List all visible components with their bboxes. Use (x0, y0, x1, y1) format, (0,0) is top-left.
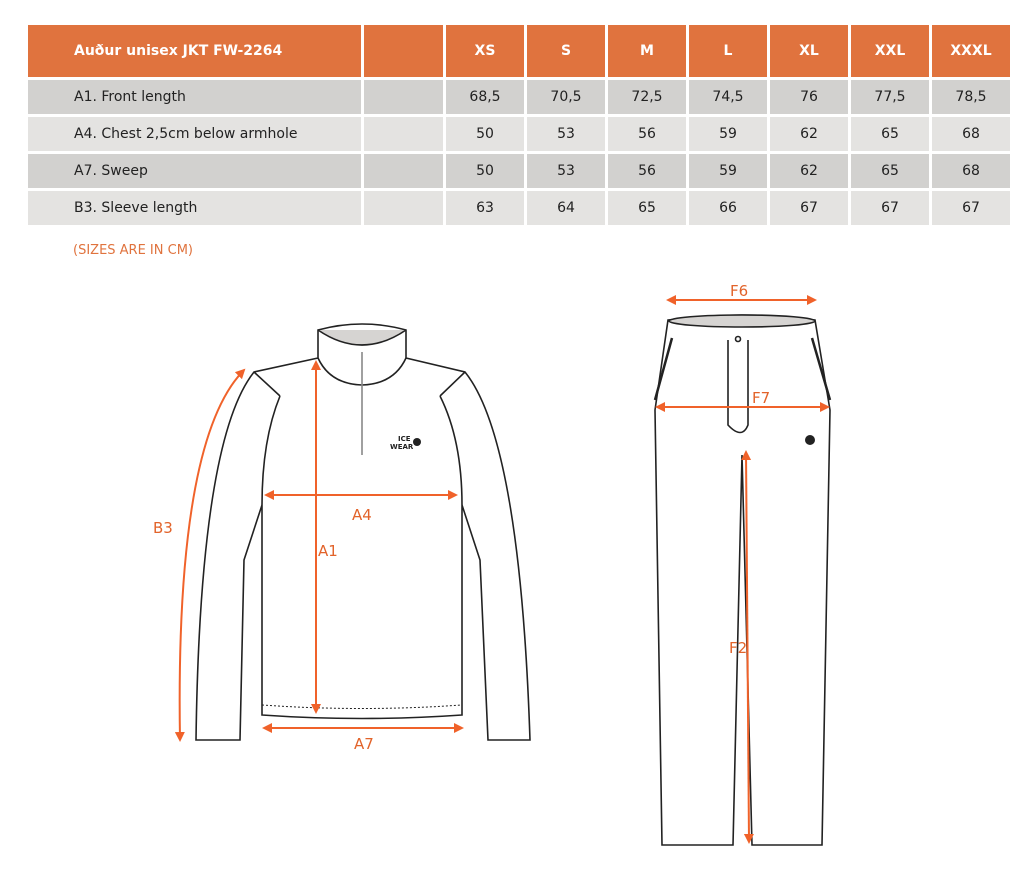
size-value-cell: 65 (608, 191, 686, 225)
b3-arrow (174, 368, 246, 742)
measurement-label: A4. Chest 2,5cm below armhole (28, 117, 361, 151)
product-title: Auður unisex JKT FW-2264 (28, 25, 361, 77)
size-value-cell: 70,5 (527, 80, 605, 114)
size-header: XXXL (932, 25, 1010, 77)
size-value-cell: 66 (689, 191, 767, 225)
measurement-label: B3. Sleeve length (28, 191, 361, 225)
size-value-cell: 72,5 (608, 80, 686, 114)
size-value-cell: 50 (446, 154, 524, 188)
size-value-cell: 62 (770, 154, 848, 188)
size-value-cell: 65 (851, 154, 929, 188)
measurement-label: A7. Sweep (28, 154, 361, 188)
blank-cell (364, 117, 443, 151)
size-value-cell: 53 (527, 154, 605, 188)
blank-cell (364, 191, 443, 225)
units-note: (SIZES ARE IN CM) (73, 243, 193, 258)
size-value-cell: 65 (851, 117, 929, 151)
table-row: A1. Front length 68,5 70,5 72,5 74,5 76 77,5 78… (28, 80, 1010, 114)
blank-cell (364, 154, 443, 188)
size-value-cell: 53 (527, 117, 605, 151)
size-value-cell: 62 (770, 117, 848, 151)
size-value-cell: 77,5 (851, 80, 929, 114)
pants-drawing (653, 314, 832, 846)
blank-cell (364, 80, 443, 114)
size-value-cell: 63 (446, 191, 524, 225)
jacket-measure-arrows (174, 360, 464, 742)
snowflake-icon (413, 438, 421, 446)
size-value-cell: 56 (608, 154, 686, 188)
size-value-cell: 68 (932, 154, 1010, 188)
table-header-row: Auður unisex JKT FW-2264 XS S M L XL XXL… (28, 25, 1010, 77)
size-header: L (689, 25, 767, 77)
size-header: XL (770, 25, 848, 77)
size-value-cell: 74,5 (689, 80, 767, 114)
size-header: M (608, 25, 686, 77)
blank-header (364, 25, 443, 77)
size-value-cell: 68,5 (446, 80, 524, 114)
a7-label: A7 (354, 735, 374, 753)
size-value-cell: 67 (851, 191, 929, 225)
size-value-cell: 50 (446, 117, 524, 151)
size-value-cell: 56 (608, 117, 686, 151)
pants-measure-arrows (655, 295, 830, 844)
jacket-drawing (195, 323, 531, 741)
ice-wear-logo: ICE WEAR (390, 435, 421, 451)
f6-label: F6 (730, 282, 748, 300)
size-value-cell: 67 (932, 191, 1010, 225)
size-header: XXL (851, 25, 929, 77)
f2-arrow (741, 450, 754, 844)
size-value-cell: 76 (770, 80, 848, 114)
size-value-cell: 59 (689, 117, 767, 151)
a4-label: A4 (352, 506, 372, 524)
measurement-label: A1. Front length (28, 80, 361, 114)
size-value-cell: 59 (689, 154, 767, 188)
snowflake-icon (805, 435, 815, 445)
b3-label: B3 (153, 519, 173, 537)
f7-label: F7 (752, 389, 770, 407)
size-value-cell: 64 (527, 191, 605, 225)
table-row: A4. Chest 2,5cm below armhole 50 53 56 59 62 6… (28, 117, 1010, 151)
size-value-cell: 68 (932, 117, 1010, 151)
size-table: Auður unisex JKT FW-2264 XS S M L XL XXL… (25, 22, 1013, 228)
size-header: S (527, 25, 605, 77)
size-value-cell: 78,5 (932, 80, 1010, 114)
table-row: B3. Sleeve length 63 64 65 66 67 67 67 (28, 191, 1010, 225)
table-row: A7. Sweep 50 53 56 59 62 65 68 (28, 154, 1010, 188)
size-value-cell: 67 (770, 191, 848, 225)
a1-label: A1 (318, 542, 338, 560)
svg-text:ICE: ICE (398, 435, 411, 443)
f2-label: F2 (729, 639, 747, 657)
svg-text:WEAR: WEAR (390, 443, 414, 451)
size-header: XS (446, 25, 524, 77)
